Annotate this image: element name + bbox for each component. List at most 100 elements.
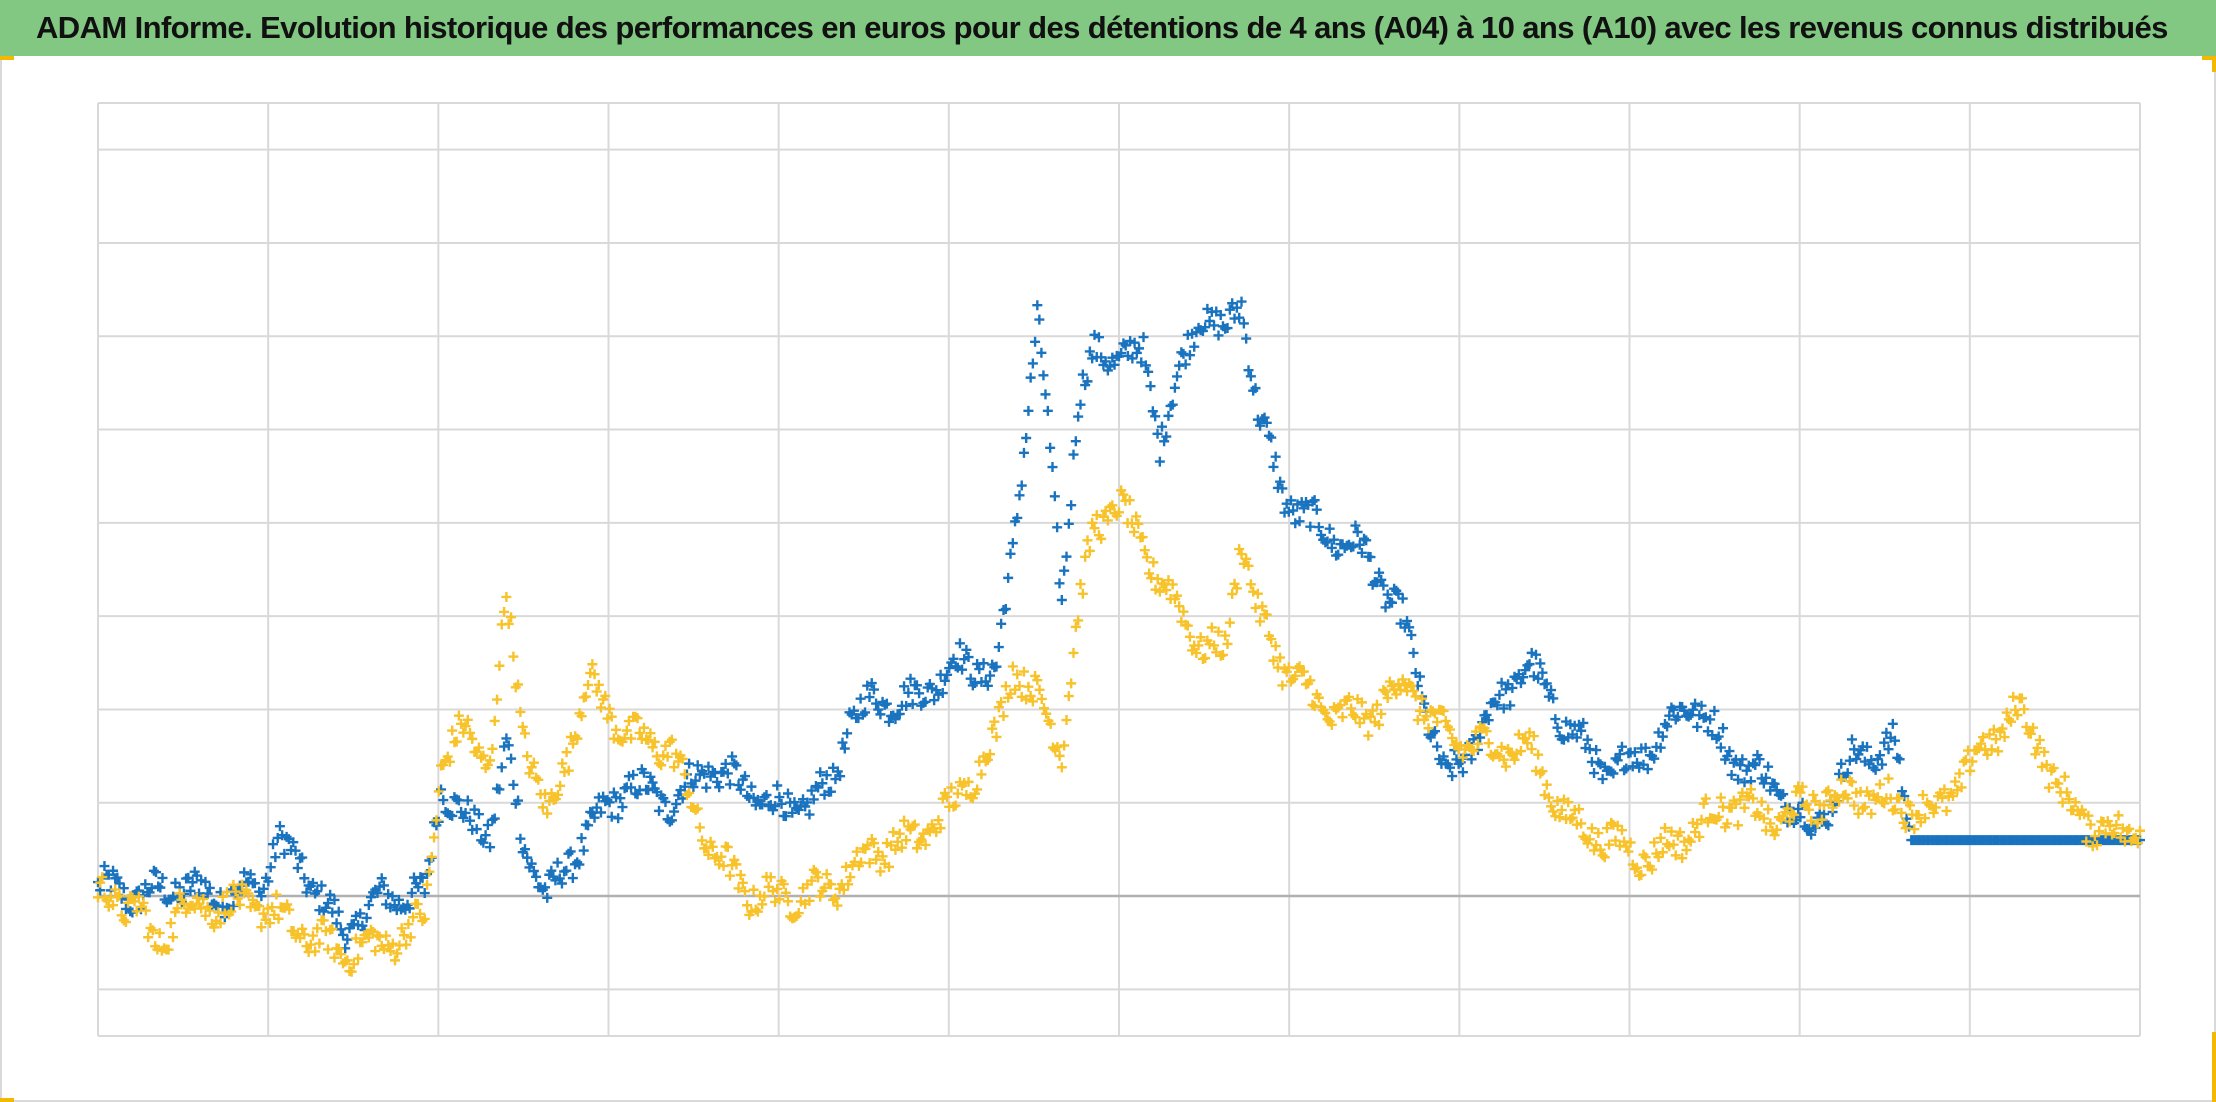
data-point-marker bbox=[793, 908, 804, 919]
data-point-marker bbox=[554, 873, 565, 884]
data-point-marker bbox=[1222, 638, 1233, 649]
data-point-marker bbox=[1889, 735, 1900, 746]
data-point-marker bbox=[1066, 678, 1077, 689]
data-point-marker bbox=[1543, 792, 1554, 803]
data-point-marker bbox=[1621, 763, 1632, 774]
data-point-marker bbox=[1059, 740, 1070, 751]
data-point-marker bbox=[112, 872, 123, 883]
data-point-marker bbox=[1917, 790, 1928, 801]
data-point-marker bbox=[1713, 811, 1724, 822]
data-point-marker bbox=[654, 805, 665, 816]
data-point-marker bbox=[1059, 565, 1070, 576]
data-point-marker bbox=[1668, 839, 1679, 850]
data-point-marker bbox=[572, 733, 583, 744]
data-point-marker bbox=[892, 836, 903, 847]
series-2 bbox=[93, 485, 2145, 977]
data-point-marker bbox=[1610, 835, 1621, 846]
data-point-marker bbox=[669, 762, 680, 773]
data-point-marker bbox=[492, 694, 503, 705]
data-point-marker bbox=[647, 742, 658, 753]
data-point-marker bbox=[2001, 707, 2012, 718]
data-point-marker bbox=[1883, 773, 1894, 784]
data-point-marker bbox=[301, 887, 312, 898]
data-point-marker bbox=[645, 728, 656, 739]
data-point-marker bbox=[120, 917, 131, 928]
data-point-marker bbox=[724, 870, 735, 881]
data-point-marker bbox=[1131, 511, 1142, 522]
data-point-marker bbox=[1350, 712, 1361, 723]
data-point-marker bbox=[1402, 615, 1413, 626]
data-point-marker bbox=[237, 879, 248, 890]
data-point-marker bbox=[2036, 761, 2047, 772]
data-point-marker bbox=[419, 888, 430, 899]
data-point-marker bbox=[1116, 348, 1127, 359]
data-point-marker bbox=[1056, 594, 1067, 605]
data-point-marker bbox=[1657, 731, 1668, 742]
data-point-marker bbox=[589, 669, 600, 680]
data-point-marker bbox=[1685, 836, 1696, 847]
data-point-marker bbox=[643, 785, 654, 796]
data-point-marker bbox=[1593, 828, 1604, 839]
data-point-marker bbox=[133, 891, 144, 902]
data-point-marker bbox=[376, 873, 387, 884]
data-point-marker bbox=[503, 740, 514, 751]
data-point-marker bbox=[701, 782, 712, 793]
data-point-marker bbox=[841, 861, 852, 872]
data-point-marker bbox=[1356, 697, 1367, 708]
data-point-marker bbox=[1657, 847, 1668, 858]
data-point-marker bbox=[703, 761, 714, 772]
data-point-marker bbox=[264, 918, 275, 929]
data-point-marker bbox=[478, 750, 489, 761]
data-point-marker bbox=[1277, 680, 1288, 691]
data-point-marker bbox=[284, 904, 295, 915]
data-point-marker bbox=[1243, 365, 1254, 376]
data-point-marker bbox=[1447, 733, 1458, 744]
data-point-marker bbox=[1068, 449, 1079, 460]
data-point-marker bbox=[871, 854, 882, 865]
data-point-marker bbox=[318, 915, 329, 926]
data-point-marker bbox=[1234, 544, 1245, 555]
data-point-marker bbox=[537, 802, 548, 813]
data-point-marker bbox=[1496, 677, 1507, 688]
data-point-marker bbox=[1881, 727, 1892, 738]
data-point-marker bbox=[985, 749, 996, 760]
data-point-marker bbox=[1288, 505, 1299, 516]
data-point-marker bbox=[1518, 672, 1529, 683]
data-point-marker bbox=[901, 835, 912, 846]
data-point-marker bbox=[1140, 360, 1151, 371]
data-point-marker bbox=[1975, 738, 1986, 749]
data-point-marker bbox=[1261, 609, 1272, 620]
data-point-marker bbox=[515, 833, 526, 844]
data-point-marker bbox=[563, 848, 574, 859]
data-point-marker bbox=[690, 775, 701, 786]
data-point-marker bbox=[617, 802, 628, 813]
data-point-marker bbox=[1018, 447, 1029, 458]
data-point-marker bbox=[519, 844, 530, 855]
data-point-marker bbox=[1311, 504, 1322, 515]
data-point-marker bbox=[1406, 630, 1417, 641]
data-point-marker bbox=[806, 875, 817, 886]
data-point-marker bbox=[1595, 844, 1606, 855]
data-point-marker bbox=[299, 873, 310, 884]
data-point-marker bbox=[1567, 812, 1578, 823]
data-point-marker bbox=[1784, 816, 1795, 827]
data-point-marker bbox=[735, 784, 746, 795]
data-point-marker bbox=[884, 861, 895, 872]
data-point-marker bbox=[422, 879, 433, 890]
data-point-marker bbox=[517, 721, 528, 732]
data-point-marker bbox=[845, 872, 856, 883]
data-point-marker bbox=[1533, 673, 1544, 684]
data-point-marker bbox=[821, 869, 832, 880]
data-point-marker bbox=[335, 949, 346, 960]
data-point-marker bbox=[1862, 741, 1873, 752]
data-point-marker bbox=[1322, 536, 1333, 547]
data-point-marker bbox=[1827, 802, 1838, 813]
data-point-marker bbox=[480, 830, 491, 841]
data-point-marker bbox=[2083, 810, 2094, 821]
data-point-marker bbox=[1498, 754, 1509, 765]
data-point-marker bbox=[1309, 495, 1320, 506]
data-point-marker bbox=[1184, 350, 1195, 361]
data-point-marker bbox=[1100, 356, 1111, 367]
data-point-marker bbox=[1619, 765, 1630, 776]
data-point-marker bbox=[1374, 719, 1385, 730]
